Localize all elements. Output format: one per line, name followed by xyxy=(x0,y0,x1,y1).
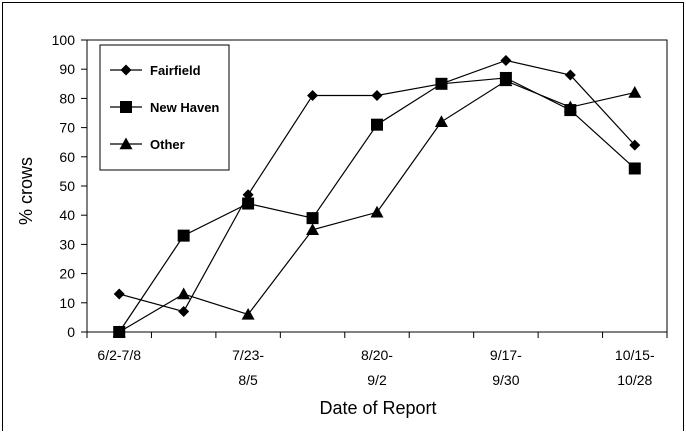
data-point-fairfield xyxy=(629,139,641,151)
x-tick-label: 10/28 xyxy=(617,372,652,388)
y-tick-label: 50 xyxy=(59,178,75,194)
legend-item-fairfield: Fairfield xyxy=(110,63,201,78)
x-tick-label: 8/20- xyxy=(361,347,393,363)
legend-item-other: Other xyxy=(110,137,185,152)
x-tick-label: 8/5 xyxy=(238,372,258,388)
y-tick-label: 40 xyxy=(59,207,75,223)
data-point-new-haven xyxy=(628,162,641,175)
data-point-other xyxy=(241,307,255,320)
data-point-fairfield xyxy=(242,189,254,201)
data-point-other xyxy=(628,86,642,98)
data-point-new-haven xyxy=(242,197,255,210)
legend-label-fairfield: Fairfield xyxy=(150,63,201,78)
data-point-other xyxy=(306,223,320,235)
data-point-fairfield xyxy=(500,54,512,66)
y-tick-label: 60 xyxy=(59,149,75,165)
y-tick-label: 30 xyxy=(59,236,75,252)
y-tick-label: 80 xyxy=(59,90,75,106)
data-point-other xyxy=(434,115,448,127)
data-point-fairfield xyxy=(178,306,190,318)
legend-marker-new-haven xyxy=(120,101,132,113)
x-tick-label: 10/15- xyxy=(615,347,655,363)
x-tick-label: 6/2-7/8 xyxy=(97,347,141,363)
data-point-new-haven xyxy=(177,229,190,242)
y-tick-label: 90 xyxy=(59,61,75,77)
x-tick-label: 9/17- xyxy=(490,347,522,363)
legend-marker-other xyxy=(119,137,133,150)
data-point-fairfield xyxy=(371,89,383,101)
data-point-fairfield xyxy=(307,89,319,101)
data-point-new-haven xyxy=(435,77,448,90)
series-other xyxy=(112,74,642,338)
data-point-other xyxy=(370,205,384,218)
series-layer xyxy=(112,54,642,338)
data-point-other xyxy=(112,325,126,338)
legend-marker-fairfield xyxy=(120,64,132,76)
data-point-new-haven xyxy=(371,118,383,131)
data-point-other xyxy=(177,287,191,300)
x-tick-label: 9/2 xyxy=(367,372,387,388)
y-axis-title: % crows xyxy=(16,157,36,225)
axes: 0 10 20 30 40 50 60 70 80 90 100 6/2-7/8 7/23- 8/5 8/2… xyxy=(52,32,668,388)
data-point-other xyxy=(499,74,513,87)
y-tick-label: 20 xyxy=(59,266,75,282)
legend-label-other: Other xyxy=(150,137,185,152)
x-tick-label: 7/23- xyxy=(232,347,264,363)
data-point-fairfield xyxy=(113,288,125,300)
x-tick-label: 9/30 xyxy=(492,372,519,388)
data-point-new-haven xyxy=(306,212,319,225)
x-axis-title: Date of Report xyxy=(319,398,436,418)
y-tick-label: 10 xyxy=(59,295,75,311)
y-tick-label: 0 xyxy=(67,324,75,340)
data-point-fairfield xyxy=(564,69,576,81)
legend-item-new-haven: New Haven xyxy=(110,100,219,115)
legend: Fairfield New Haven Other xyxy=(99,44,230,171)
legend-label-new-haven: New Haven xyxy=(150,100,219,115)
y-tick-label: 100 xyxy=(52,32,76,48)
data-point-other xyxy=(563,100,577,113)
y-tick-label: 70 xyxy=(59,120,75,136)
